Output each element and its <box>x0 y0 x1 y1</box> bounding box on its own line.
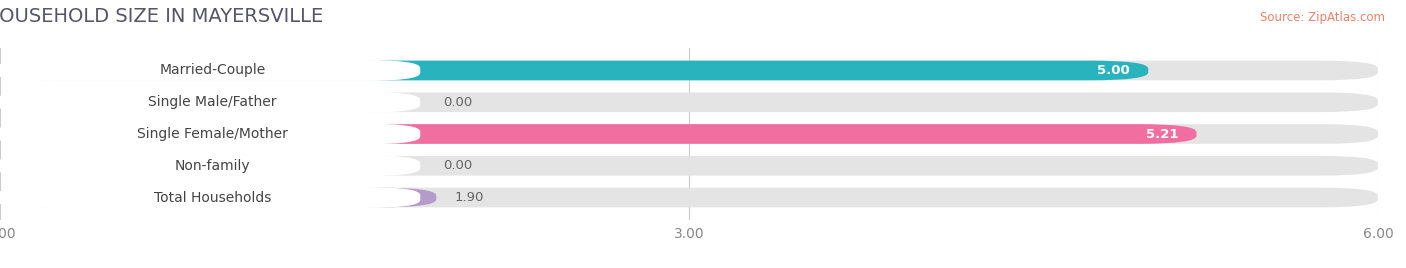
FancyBboxPatch shape <box>0 61 1149 80</box>
Text: Non-family: Non-family <box>174 159 250 173</box>
FancyBboxPatch shape <box>0 92 1378 112</box>
FancyBboxPatch shape <box>0 188 1378 207</box>
FancyBboxPatch shape <box>0 124 420 144</box>
FancyBboxPatch shape <box>0 155 420 176</box>
FancyBboxPatch shape <box>0 156 1378 176</box>
Text: 5.00: 5.00 <box>1097 64 1130 77</box>
FancyBboxPatch shape <box>0 187 420 208</box>
Text: Single Male/Father: Single Male/Father <box>148 95 277 109</box>
FancyBboxPatch shape <box>0 124 1378 144</box>
Text: Total Households: Total Households <box>153 191 271 204</box>
Text: 1.90: 1.90 <box>454 191 484 204</box>
Text: 0.00: 0.00 <box>443 96 472 109</box>
FancyBboxPatch shape <box>0 60 420 81</box>
FancyBboxPatch shape <box>0 124 1197 144</box>
Text: Married-Couple: Married-Couple <box>159 64 266 77</box>
FancyBboxPatch shape <box>0 188 436 207</box>
Text: Single Female/Mother: Single Female/Mother <box>136 127 288 141</box>
Text: MEDIAN HOUSEHOLD SIZE IN MAYERSVILLE: MEDIAN HOUSEHOLD SIZE IN MAYERSVILLE <box>0 7 323 26</box>
Text: 0.00: 0.00 <box>443 159 472 172</box>
Text: 5.21: 5.21 <box>1146 128 1178 140</box>
FancyBboxPatch shape <box>0 61 1378 80</box>
Text: Source: ZipAtlas.com: Source: ZipAtlas.com <box>1260 11 1385 24</box>
FancyBboxPatch shape <box>0 92 420 113</box>
